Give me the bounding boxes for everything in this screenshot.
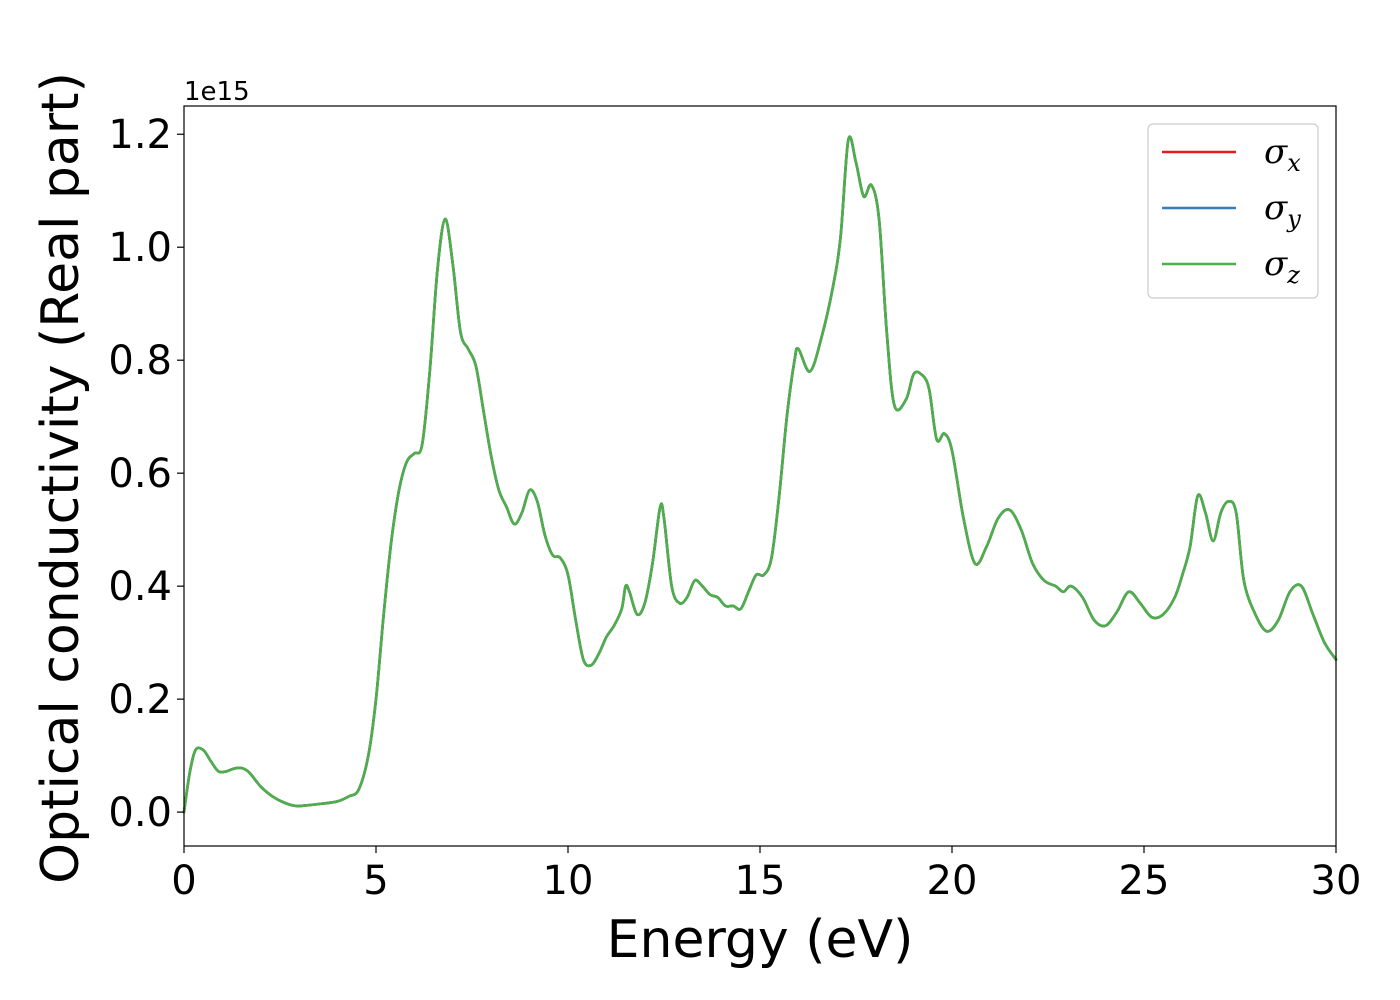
y-tick-label: 0.8 bbox=[108, 338, 172, 384]
x-tick-label: 15 bbox=[735, 858, 786, 904]
plot-area bbox=[184, 106, 1336, 846]
series-line-z bbox=[182, 135, 1338, 814]
legend-label-x: σx bbox=[1264, 132, 1301, 177]
legend-items: σx σy σz bbox=[1162, 132, 1301, 289]
x-axis-title: Energy (eV) bbox=[607, 910, 914, 970]
y-tick-label: 1.2 bbox=[108, 112, 172, 158]
series-layer bbox=[182, 135, 1338, 814]
x-tick-label: 30 bbox=[1311, 858, 1362, 904]
legend-label-z: σz bbox=[1264, 244, 1300, 289]
x-tick-label: 5 bbox=[363, 858, 388, 904]
x-axis-ticks: 0 5 10 15 20 25 30 bbox=[171, 846, 1361, 904]
x-tick-label: 10 bbox=[543, 858, 594, 904]
legend: σx σy σz bbox=[1147, 123, 1319, 299]
y-axis-title: Optical conductivity (Real part) bbox=[31, 72, 91, 884]
y-tick-label: 0.2 bbox=[108, 677, 172, 723]
x-tick-label: 25 bbox=[1119, 858, 1170, 904]
y-offset-label: 1e15 bbox=[184, 77, 250, 107]
x-tick-label: 20 bbox=[927, 858, 978, 904]
y-tick-label: 0.0 bbox=[108, 790, 172, 836]
legend-label-y: σy bbox=[1264, 188, 1301, 233]
y-axis-ticks: 0.0 0.2 0.4 0.6 0.8 1.0 1.2 bbox=[108, 112, 184, 836]
y-tick-label: 0.6 bbox=[108, 451, 172, 497]
x-tick-label: 0 bbox=[171, 858, 196, 904]
y-tick-label: 1.0 bbox=[108, 225, 172, 271]
legend-box bbox=[1147, 123, 1319, 299]
y-tick-label: 0.4 bbox=[108, 564, 172, 610]
